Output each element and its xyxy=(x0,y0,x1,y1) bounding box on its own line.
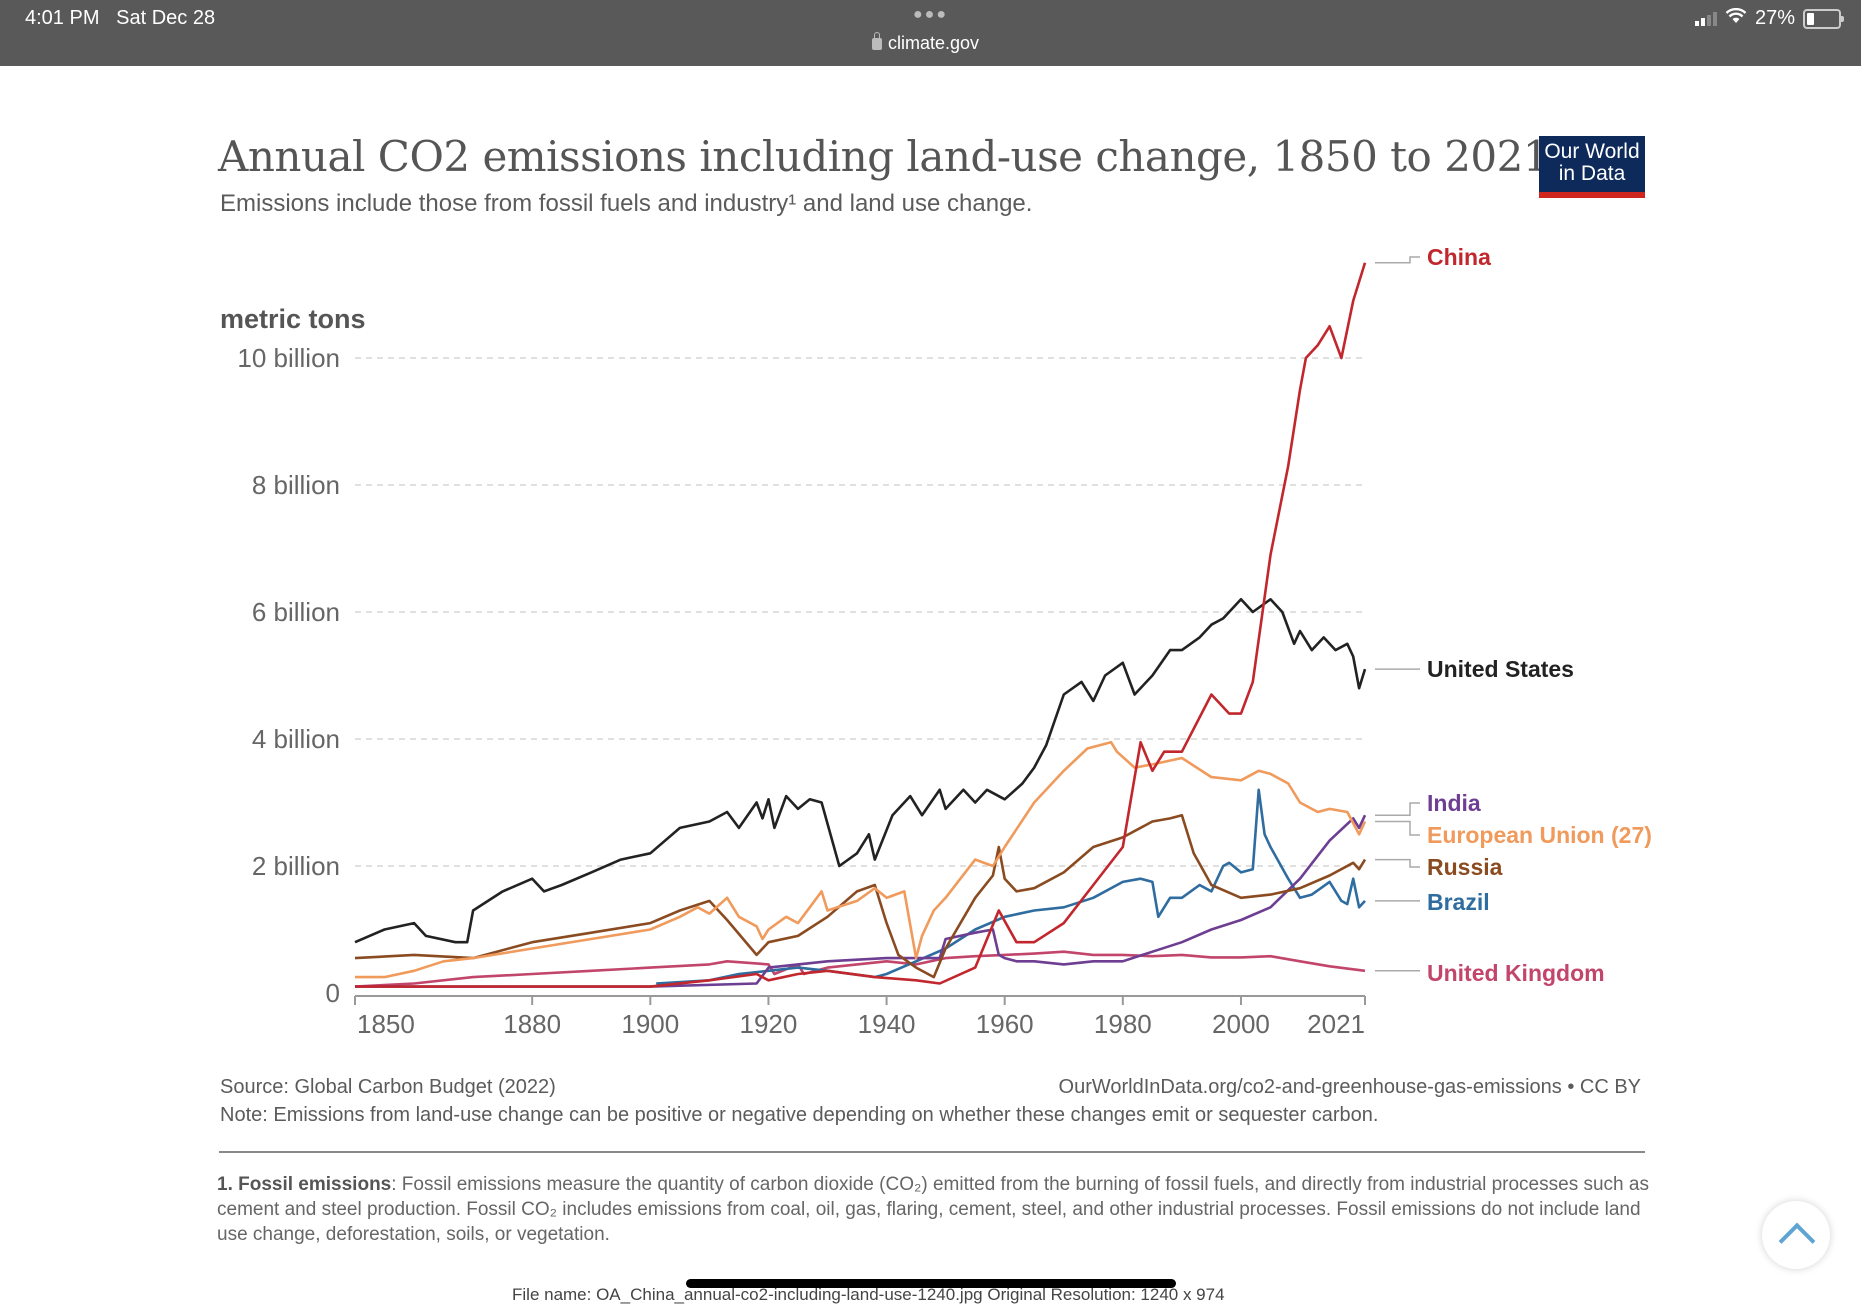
battery-icon xyxy=(1803,8,1844,29)
scroll-to-top-button[interactable] xyxy=(1762,1201,1830,1269)
line-chart: 0 2 billion 4 billion 6 billion 8 billion 10 … xyxy=(237,244,1652,1039)
owid-link[interactable]: OurWorldInData.org/co2-and-greenhouse-ga… xyxy=(1058,1076,1641,1098)
x-tick-label: 1960 xyxy=(976,1009,1034,1039)
x-tick-label: 2021 xyxy=(1307,1009,1365,1039)
more-dots-icon[interactable]: ●●● xyxy=(913,6,948,23)
status-indicators: 27% xyxy=(1694,7,1844,30)
x-tick-label: 1880 xyxy=(503,1009,561,1039)
status-bar: 4:01 PM Sat Dec 28 ●●● climate.gov 27% xyxy=(0,0,1861,66)
y-tick-label: 4 billion xyxy=(252,724,340,754)
y-tick-label: 6 billion xyxy=(252,597,340,627)
legend-label[interactable]: United States xyxy=(1427,656,1574,682)
lock-icon xyxy=(872,32,882,50)
legend-label[interactable]: Russia xyxy=(1427,854,1503,880)
x-tick-label: 1850 xyxy=(357,1009,415,1039)
label-connector xyxy=(1375,256,1420,264)
footnote-text: : Fossil emissions measure the quantity … xyxy=(217,1174,1649,1245)
x-tick-label: 1900 xyxy=(621,1009,679,1039)
label-connector xyxy=(1375,858,1420,868)
y-tick-label: 8 billion xyxy=(252,470,340,500)
file-info: File name: OA_China_annual-co2-including… xyxy=(512,1285,1225,1304)
series-line-brazil[interactable] xyxy=(656,788,1366,985)
footnote-title: 1. Fossil emissions xyxy=(217,1174,392,1195)
series-line-united-states[interactable] xyxy=(354,597,1367,944)
source-text: Source: Global Carbon Budget (2022) xyxy=(220,1076,556,1098)
home-indicator[interactable] xyxy=(686,1279,1176,1288)
x-tick-label: 1980 xyxy=(1094,1009,1152,1039)
owid-logo[interactable]: Our World in Data xyxy=(1539,136,1645,198)
chart-title: Annual CO2 emissions including land-use … xyxy=(218,132,1550,181)
series-line-european-union-27[interactable] xyxy=(355,740,1367,979)
logo-line-1: Our World xyxy=(1544,140,1640,163)
series-line-china[interactable] xyxy=(355,262,1367,988)
legend-label[interactable]: United Kingdom xyxy=(1427,960,1605,986)
y-tick-label: 0 xyxy=(326,978,340,1008)
chart-subtitle: Emissions include those from fossil fuel… xyxy=(220,190,1033,217)
y-axis-unit-label: metric tons xyxy=(220,304,366,334)
x-tick-label: 2000 xyxy=(1212,1009,1270,1039)
x-tick-label: 1940 xyxy=(858,1009,916,1039)
legend-label[interactable]: Brazil xyxy=(1427,889,1490,915)
footnote: 1. Fossil emissions: Fossil emissions me… xyxy=(217,1172,1657,1247)
y-tick-label: 2 billion xyxy=(252,851,340,881)
label-connector xyxy=(1375,802,1420,816)
legend-label[interactable]: India xyxy=(1427,790,1481,816)
battery-percent: 27% xyxy=(1754,7,1795,29)
note-text: Note: Emissions from land-use change can… xyxy=(220,1104,1379,1126)
wifi-icon xyxy=(1725,7,1747,29)
divider xyxy=(219,1151,1645,1153)
legend-label[interactable]: European Union (27) xyxy=(1427,822,1652,848)
label-connector xyxy=(1375,820,1420,836)
legend-label[interactable]: China xyxy=(1427,244,1491,270)
y-tick-label: 10 billion xyxy=(237,343,340,373)
x-tick-label: 1920 xyxy=(740,1009,798,1039)
series-line-united-kingdom[interactable] xyxy=(354,950,1366,988)
series-line-india[interactable] xyxy=(355,814,1367,988)
logo-line-2: in Data xyxy=(1558,162,1626,185)
series-line-russia[interactable] xyxy=(354,813,1367,979)
address-bar[interactable]: climate.gov xyxy=(872,32,979,54)
status-time: 4:01 PM Sat Dec 28 xyxy=(25,7,216,29)
cellular-signal-icon xyxy=(1694,11,1717,26)
